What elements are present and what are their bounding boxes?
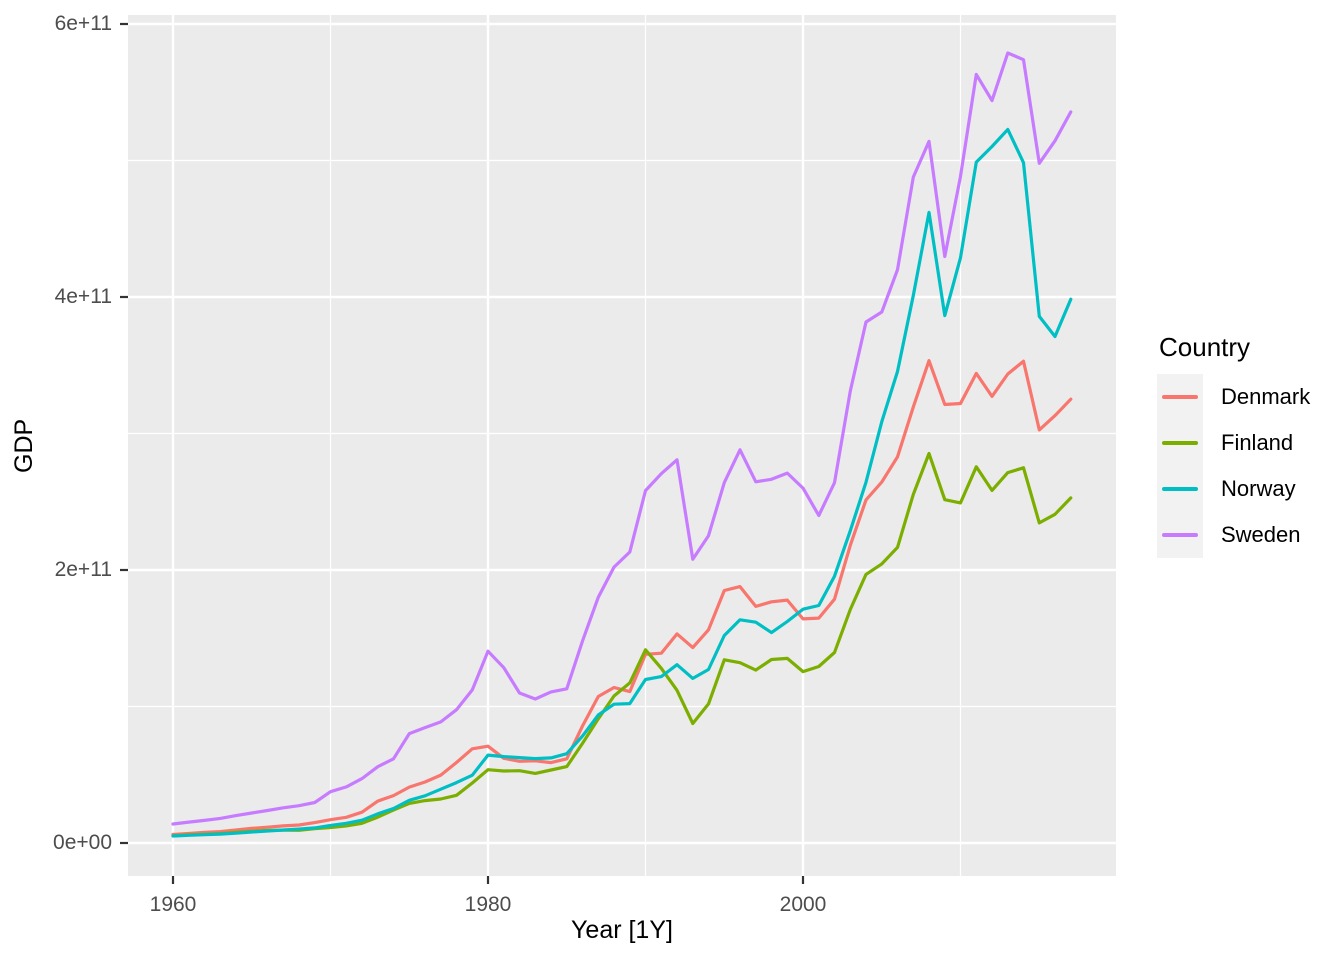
legend-item-norway: Norway (1157, 466, 1310, 512)
legend-label: Norway (1221, 476, 1296, 501)
x-axis-title: Year [1Y] (571, 916, 673, 944)
x-tick-label-1980: 1980 (464, 893, 512, 916)
plot-panel (128, 15, 1116, 876)
y-axis-title: GDP (10, 418, 38, 473)
y-tick-label-6e11: 6e+11 (54, 12, 112, 35)
denmark-line-swatch (1162, 395, 1198, 399)
y-tick-label-2e11: 2e+11 (54, 558, 112, 581)
legend-item-denmark: Denmark (1157, 374, 1310, 420)
legend-label: Finland (1221, 430, 1294, 455)
x-tick-label-2000: 2000 (779, 893, 827, 916)
y-tick-label-4e11: 4e+11 (54, 285, 112, 308)
legend-key-box (1157, 466, 1203, 512)
norway-line-swatch (1162, 487, 1198, 491)
series-line-norway (171, 127, 1073, 838)
x-tick-label-1960: 1960 (149, 893, 197, 916)
legend: Country Denmark Finland Norway Sweden (1157, 332, 1310, 558)
series-line-sweden (171, 51, 1073, 826)
legend-title: Country (1159, 332, 1251, 362)
y-tick-label-0: 0e+00 (53, 831, 112, 854)
legend-label: Sweden (1221, 522, 1301, 547)
legend-item-sweden: Sweden (1157, 512, 1310, 558)
legend-key-box (1157, 420, 1203, 466)
sweden-line-swatch (1162, 533, 1198, 537)
legend-key-box (1157, 512, 1203, 558)
legend-item-finland: Finland (1157, 420, 1310, 466)
legend-key-box (1157, 374, 1203, 420)
finland-line-swatch (1162, 441, 1198, 445)
legend-label: Denmark (1221, 384, 1311, 409)
